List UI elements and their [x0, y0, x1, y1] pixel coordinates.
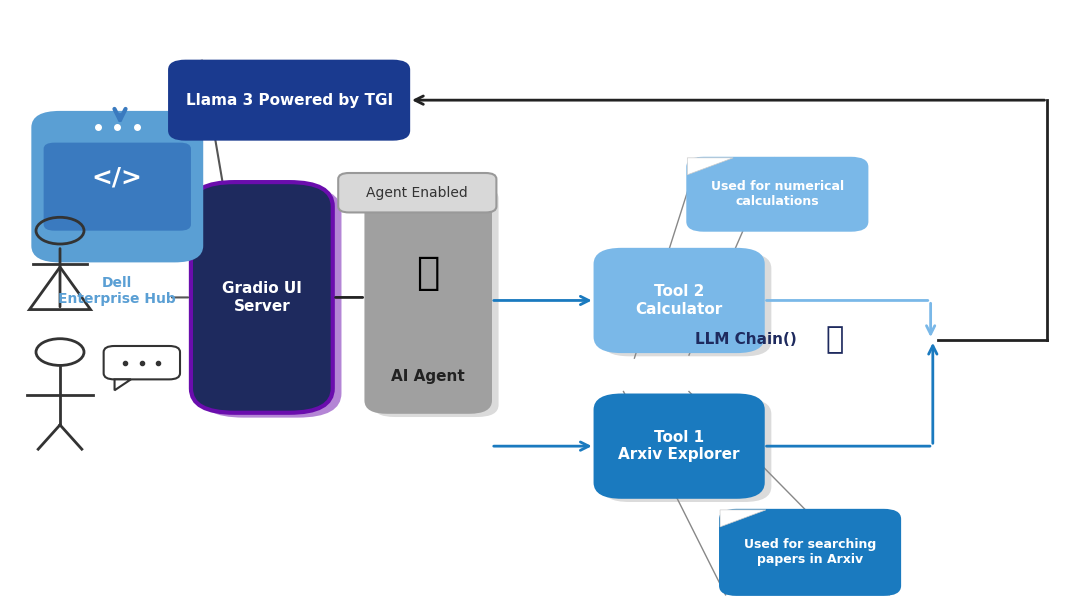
FancyBboxPatch shape	[200, 187, 341, 418]
FancyBboxPatch shape	[33, 112, 202, 261]
Text: Dell
Enterprise Hub: Dell Enterprise Hub	[59, 276, 176, 307]
Text: Llama 3 Powered by TGI: Llama 3 Powered by TGI	[185, 93, 393, 107]
FancyBboxPatch shape	[602, 253, 771, 356]
Polygon shape	[115, 379, 131, 390]
Text: AI Agent: AI Agent	[392, 369, 465, 384]
Text: </>: </>	[92, 166, 143, 189]
Text: Tool 1
Arxiv Explorer: Tool 1 Arxiv Explorer	[619, 430, 740, 463]
Text: 🧠: 🧠	[417, 254, 440, 292]
Text: LLM Chain(): LLM Chain()	[695, 333, 796, 347]
FancyBboxPatch shape	[365, 182, 491, 413]
FancyBboxPatch shape	[595, 395, 764, 498]
Text: Gradio UI
Server: Gradio UI Server	[221, 281, 302, 314]
Polygon shape	[687, 158, 733, 175]
FancyBboxPatch shape	[602, 399, 771, 502]
Text: Used for numerical
calculations: Used for numerical calculations	[710, 180, 844, 208]
FancyBboxPatch shape	[338, 173, 496, 212]
FancyBboxPatch shape	[373, 186, 499, 417]
FancyBboxPatch shape	[44, 143, 191, 231]
Text: Agent Enabled: Agent Enabled	[367, 186, 468, 200]
Text: Used for searching
papers in Arxiv: Used for searching papers in Arxiv	[744, 538, 876, 566]
Text: Tool 2
Calculator: Tool 2 Calculator	[636, 284, 722, 317]
FancyBboxPatch shape	[687, 158, 867, 231]
FancyBboxPatch shape	[595, 249, 764, 352]
Polygon shape	[720, 510, 766, 527]
FancyBboxPatch shape	[191, 182, 333, 413]
FancyBboxPatch shape	[720, 510, 900, 595]
FancyBboxPatch shape	[169, 61, 409, 140]
Text: 🔗: 🔗	[826, 325, 843, 354]
FancyBboxPatch shape	[104, 346, 180, 379]
